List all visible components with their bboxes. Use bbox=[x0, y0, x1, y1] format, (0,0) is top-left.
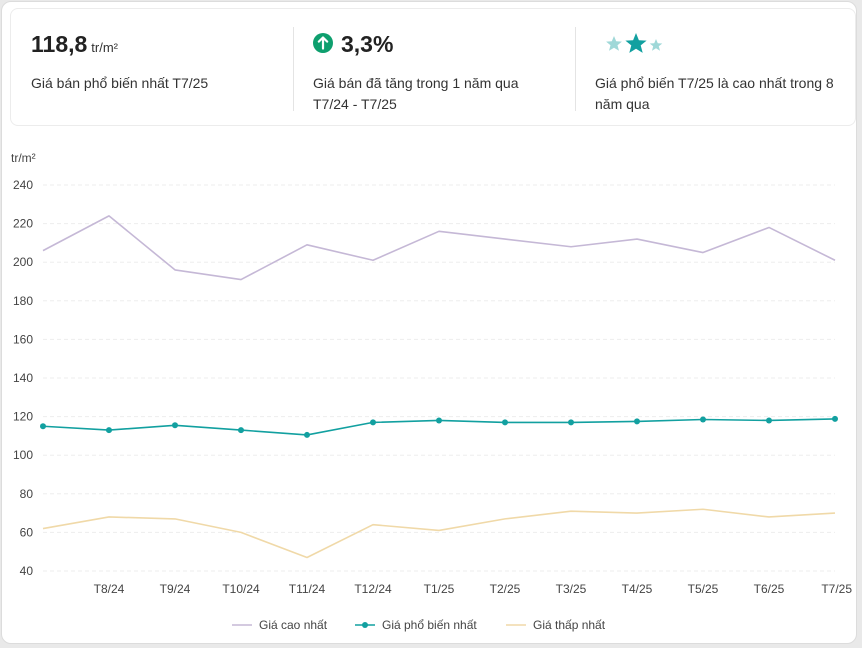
divider bbox=[293, 27, 294, 111]
star-rating bbox=[606, 33, 663, 53]
star-icon bbox=[606, 36, 622, 51]
data-point bbox=[40, 423, 46, 430]
rating-label: Giá phổ biến T7/25 là cao nhất trong 8 n… bbox=[595, 73, 834, 115]
price-number: 118,8 bbox=[31, 31, 88, 57]
x-tick-label: T7/25 bbox=[821, 582, 852, 596]
stat-price-change: 3,3% Giá bán đã tăng trong 1 năm qua T7/… bbox=[313, 9, 573, 125]
arrow-up-circle-icon bbox=[313, 33, 333, 53]
y-axis-unit-label: tr/m² bbox=[11, 151, 36, 165]
data-point bbox=[436, 417, 442, 424]
star-icon bbox=[649, 39, 663, 51]
data-point bbox=[832, 415, 838, 422]
y-tick-label: 100 bbox=[13, 448, 33, 462]
data-point bbox=[106, 427, 112, 434]
price-unit: tr/m² bbox=[91, 40, 119, 55]
legend-label: Giá cao nhất bbox=[259, 618, 328, 632]
summary-panel: 118,8 tr/m² Giá bán phổ biến nhất T7/25 3… bbox=[10, 8, 856, 126]
y-tick-label: 140 bbox=[13, 371, 33, 385]
y-tick-label: 80 bbox=[20, 487, 34, 501]
x-tick-label: T9/24 bbox=[160, 582, 191, 596]
popular-price-value: 118,8 tr/m² bbox=[31, 31, 118, 58]
series-line bbox=[42, 215, 836, 281]
legend-label: Giá phổ biến nhất bbox=[382, 618, 477, 632]
x-tick-label: T11/24 bbox=[289, 582, 326, 596]
data-point bbox=[502, 419, 508, 426]
data-point bbox=[700, 416, 706, 423]
y-tick-label: 60 bbox=[20, 525, 34, 539]
legend-label: Giá thấp nhất bbox=[533, 618, 606, 632]
data-point bbox=[568, 419, 574, 426]
x-tick-label: T6/25 bbox=[754, 582, 785, 596]
x-tick-label: T2/25 bbox=[490, 582, 521, 596]
rating-label-line1: Giá phổ biến T7/25 là cao nhất trong 8 bbox=[595, 75, 834, 91]
x-tick-label: T8/24 bbox=[94, 582, 125, 596]
divider bbox=[575, 27, 576, 111]
legend-marker bbox=[362, 622, 368, 628]
data-point bbox=[172, 422, 178, 429]
data-point bbox=[766, 417, 772, 424]
y-tick-label: 160 bbox=[13, 332, 33, 346]
y-tick-label: 40 bbox=[20, 564, 34, 578]
data-point bbox=[238, 427, 244, 434]
data-point bbox=[370, 419, 376, 426]
price-change-period: T7/24 - T7/25 bbox=[313, 96, 397, 112]
x-tick-label: T12/24 bbox=[354, 582, 392, 596]
stat-popular-price: 118,8 tr/m² Giá bán phổ biến nhất T7/25 bbox=[31, 9, 291, 125]
x-tick-label: T3/25 bbox=[556, 582, 587, 596]
data-point bbox=[634, 418, 640, 425]
stat-rating: Giá phổ biến T7/25 là cao nhất trong 8 n… bbox=[595, 9, 845, 125]
data-point bbox=[304, 431, 310, 438]
x-tick-label: T5/25 bbox=[688, 582, 719, 596]
x-tick-label: T4/25 bbox=[622, 582, 653, 596]
price-change-label: Giá bán đã tăng trong 1 năm qua T7/24 - … bbox=[313, 73, 518, 115]
x-tick-label: T10/24 bbox=[222, 582, 260, 596]
rating-label-line2: năm qua bbox=[595, 96, 650, 112]
y-tick-label: 240 bbox=[13, 178, 33, 192]
x-tick-label: T1/25 bbox=[424, 582, 455, 596]
series-line bbox=[42, 508, 836, 559]
y-tick-label: 180 bbox=[13, 294, 33, 308]
y-tick-label: 120 bbox=[13, 410, 33, 424]
price-change-label-line1: Giá bán đã tăng trong 1 năm qua bbox=[313, 75, 519, 91]
y-tick-label: 220 bbox=[13, 217, 33, 231]
popular-price-label: Giá bán phổ biến nhất T7/25 bbox=[31, 75, 209, 91]
y-tick-label: 200 bbox=[13, 255, 33, 269]
price-change-value: 3,3% bbox=[341, 31, 394, 57]
star-icon bbox=[625, 33, 647, 53]
